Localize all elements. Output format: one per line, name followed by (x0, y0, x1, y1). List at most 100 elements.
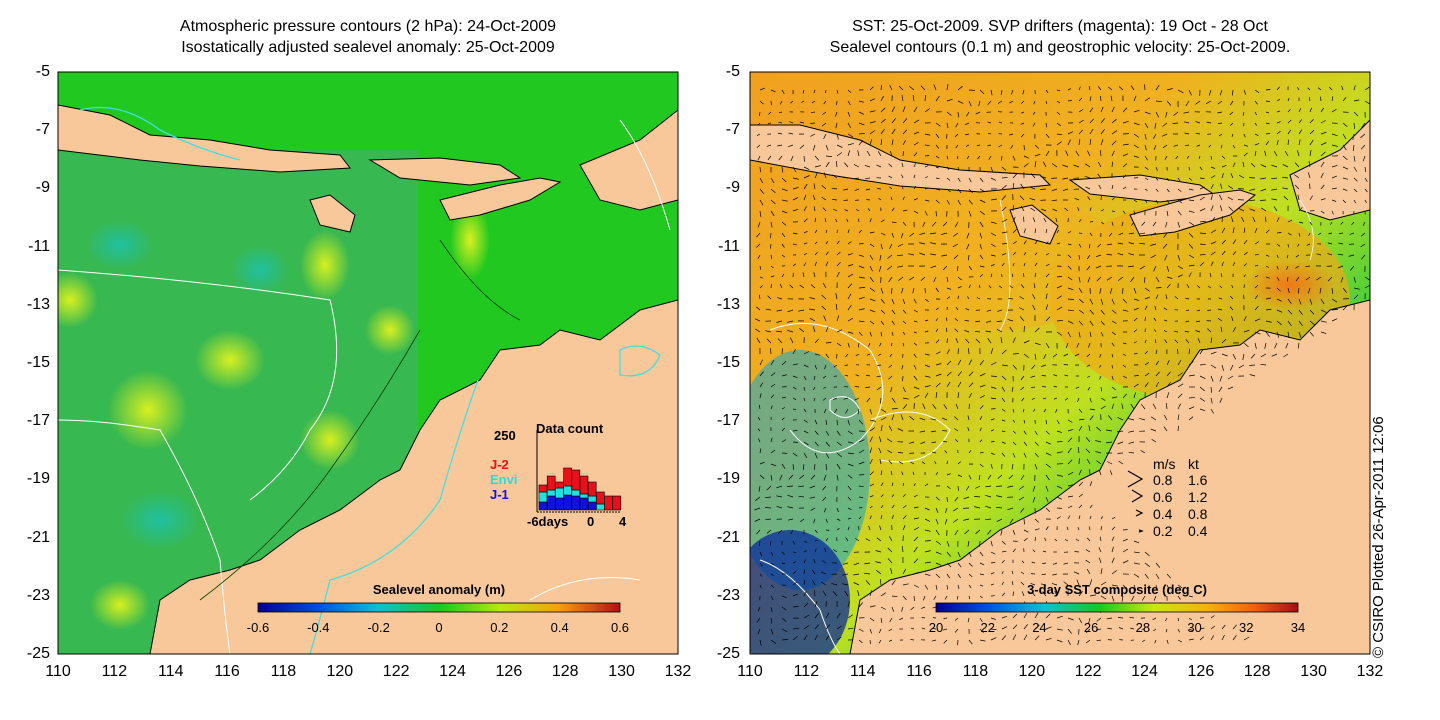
velocity-vector (899, 461, 904, 465)
velocity-vector (1131, 595, 1135, 602)
velocity-vector (913, 546, 918, 553)
histogram-bar-segment (538, 484, 548, 493)
velocity-vector (1166, 265, 1170, 272)
velocity-vector (853, 164, 860, 168)
velocity-vector (1074, 197, 1080, 201)
velocity-vector (1229, 111, 1234, 116)
velocity-vector (836, 251, 841, 256)
velocity-vector (1045, 637, 1052, 641)
velocity-vector (1220, 326, 1223, 333)
velocity-vector (1184, 132, 1190, 135)
velocity-vector (778, 529, 783, 534)
velocity-vector (781, 243, 785, 248)
velocity-vector (1331, 298, 1338, 303)
velocity-vector (842, 573, 849, 576)
velocity-vector (803, 183, 808, 190)
velocity-vector (979, 373, 986, 377)
velocity-vector (880, 494, 884, 498)
velocity-vector (759, 573, 763, 577)
velocity-vector (1045, 283, 1049, 289)
velocity-vector (1154, 639, 1157, 644)
velocity-vector (1340, 276, 1344, 283)
velocity-vector (1210, 337, 1213, 344)
velocity-vector (930, 418, 937, 421)
velocity-vector (1023, 240, 1027, 245)
velocity-vector (1100, 150, 1102, 157)
histogram-bar-segment (563, 467, 572, 487)
speed-legend-ms: 0.6 (1153, 489, 1173, 505)
velocity-vector (756, 529, 761, 535)
velocity-vector (768, 111, 772, 115)
velocity-vector (1133, 383, 1139, 388)
velocity-vector (847, 614, 853, 619)
histogram-bar-segment (587, 501, 597, 511)
x-tick-label: 128 (1243, 663, 1271, 680)
velocity-vector (1144, 188, 1148, 191)
velocity-vector (1108, 415, 1113, 421)
velocity-vector (888, 364, 893, 368)
velocity-vector (810, 122, 816, 124)
velocity-vector (1331, 164, 1338, 168)
velocity-vector (1155, 84, 1160, 91)
velocity-vector (900, 414, 904, 421)
right-panel-title: SST: 25-Oct-2009. SVP drifters (magenta)… (750, 16, 1370, 58)
velocity-vector (847, 331, 854, 334)
velocity-vector (1063, 581, 1069, 586)
velocity-vector (1287, 243, 1289, 248)
velocity-vector (1360, 144, 1366, 150)
velocity-vector (1122, 163, 1128, 168)
velocity-vector (781, 188, 788, 192)
sst-colorbar-tick: 26 (1083, 620, 1099, 635)
velocity-vector (1089, 309, 1095, 315)
velocity-vector (910, 461, 915, 465)
velocity-vector (990, 540, 993, 547)
velocity-vector (1232, 144, 1236, 149)
velocity-vector (1106, 441, 1113, 444)
velocity-vector (987, 100, 992, 105)
velocity-vector (1166, 573, 1171, 579)
velocity-vector (1331, 175, 1338, 179)
velocity-vector (897, 265, 904, 268)
velocity-vector (1111, 298, 1115, 305)
velocity-vector (876, 570, 882, 575)
y-tick-label: -5 (35, 63, 50, 80)
velocity-vector (935, 95, 940, 102)
velocity-vector (1117, 252, 1124, 256)
velocity-vector (1199, 408, 1206, 412)
y-tick-label: -15 (716, 354, 740, 371)
velocity-vector (1243, 89, 1247, 95)
velocity-vector (1298, 232, 1301, 237)
velocity-vector (1111, 375, 1114, 380)
velocity-vector (891, 221, 897, 224)
velocity-vector (813, 463, 816, 470)
velocity-vector (1186, 284, 1190, 289)
right-map-frame (749, 71, 1371, 655)
velocity-vector (1265, 320, 1272, 323)
velocity-vector (965, 338, 970, 344)
velocity-vector (1045, 122, 1048, 128)
velocity-vector (931, 639, 937, 642)
velocity-vector (1207, 328, 1212, 333)
velocity-vector (1219, 205, 1223, 212)
velocity-vector (1186, 155, 1190, 159)
velocity-vector (803, 351, 810, 355)
x-tick-label: 122 (1074, 663, 1102, 680)
velocity-vector (847, 133, 854, 138)
velocity-vector (1254, 241, 1260, 245)
histogram-bar-segment (587, 495, 597, 503)
velocity-vector (847, 452, 854, 455)
velocity-vector (1221, 353, 1228, 357)
velocity-vector (781, 606, 787, 611)
velocity-vector (932, 404, 937, 410)
velocity-vector (1155, 381, 1160, 388)
velocity-vector (792, 571, 797, 575)
y-tick-label: -17 (26, 412, 50, 430)
velocity-vector (1078, 232, 1083, 234)
velocity-vector (880, 617, 883, 623)
velocity-vector (1230, 100, 1234, 106)
velocity-vector (990, 198, 997, 201)
velocity-vector (979, 628, 984, 633)
velocity-vector (998, 285, 1003, 289)
velocity-vector (777, 338, 783, 344)
velocity-vector (1106, 617, 1113, 620)
